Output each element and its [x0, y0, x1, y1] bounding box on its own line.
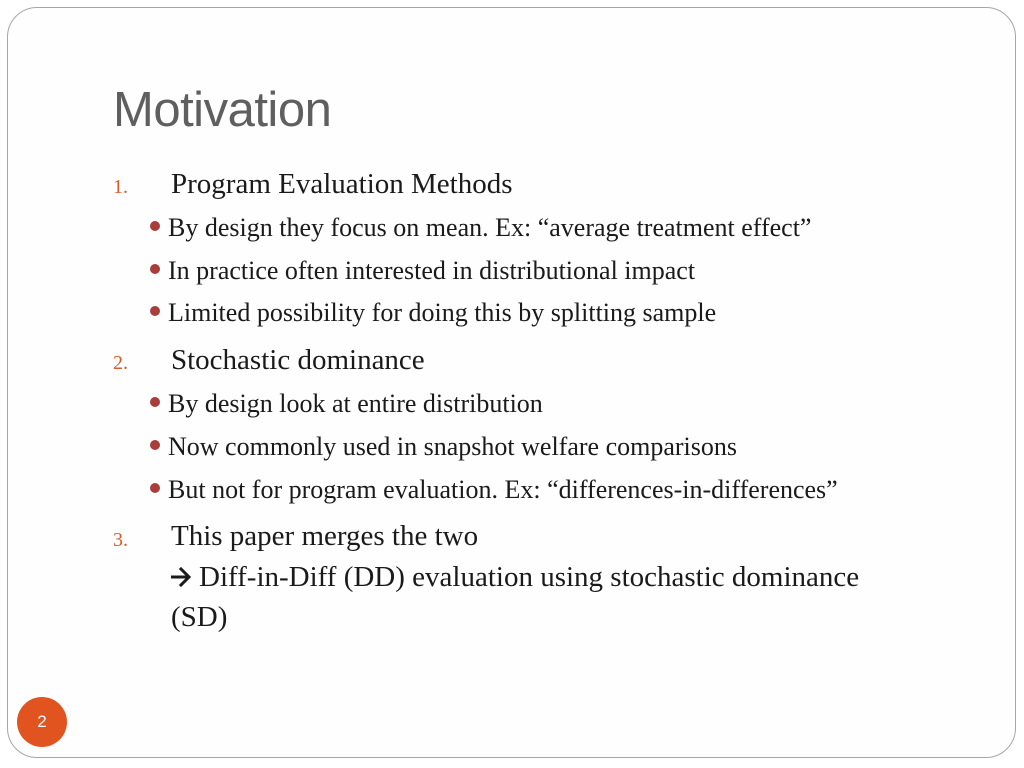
- arrow-text: Diff-in-Diff (DD) evaluation using stoch…: [199, 561, 860, 593]
- slide-frame: [7, 7, 1016, 758]
- bullet-text: Limited possibility for doing this by sp…: [168, 298, 717, 327]
- round-bullet-icon: [150, 264, 160, 274]
- continuation-text: (SD): [171, 601, 228, 633]
- round-bullet-icon: [150, 397, 160, 407]
- list-item: But not for program evaluation. Ex: “dif…: [150, 475, 838, 505]
- item-heading: This paper merges the two: [171, 520, 479, 552]
- round-bullet-icon: [150, 306, 160, 316]
- arrow-line: Diff-in-Diff (DD) evaluation using stoch…: [171, 561, 859, 594]
- round-bullet-icon: [150, 221, 160, 231]
- bullet-text: By design they focus on mean. Ex: “avera…: [168, 213, 812, 242]
- list-item: Limited possibility for doing this by sp…: [150, 298, 716, 328]
- round-bullet-icon: [150, 440, 160, 450]
- right-arrow-icon: [171, 567, 192, 587]
- item-number: 2.: [113, 352, 128, 374]
- page-number-badge: 2: [17, 697, 67, 747]
- list-item: Now commonly used in snapshot welfare co…: [150, 432, 737, 462]
- bullet-text: In practice often interested in distribu…: [168, 256, 696, 285]
- item-number: 3.: [113, 529, 128, 551]
- list-item: By design look at entire distribution: [150, 389, 543, 419]
- list-item: By design they focus on mean. Ex: “avera…: [150, 213, 811, 243]
- item-number: 1.: [113, 176, 128, 198]
- bullet-text: Now commonly used in snapshot welfare co…: [168, 432, 738, 461]
- round-bullet-icon: [150, 483, 160, 493]
- list-item: In practice often interested in distribu…: [150, 256, 695, 286]
- bullet-text: By design look at entire distribution: [168, 389, 543, 418]
- slide-title: Motivation: [113, 83, 332, 137]
- item-heading: Program Evaluation Methods: [171, 168, 513, 200]
- bullet-text: But not for program evaluation. Ex: “dif…: [168, 475, 838, 504]
- item-heading: Stochastic dominance: [171, 344, 425, 376]
